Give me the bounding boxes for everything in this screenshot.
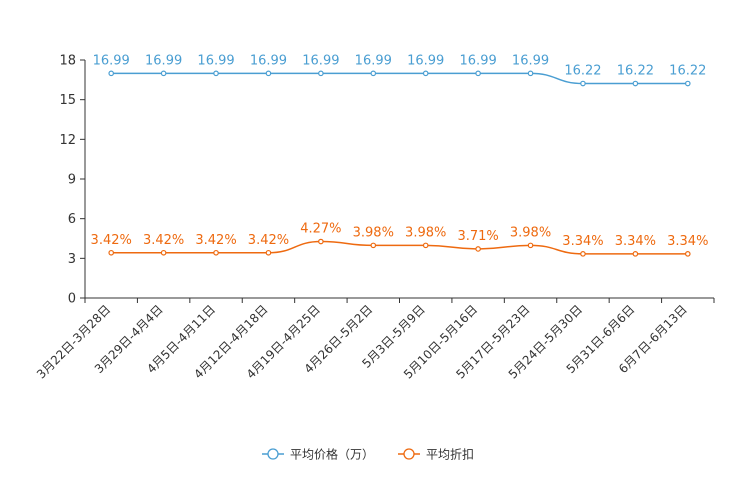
data-point[interactable]: [370, 70, 377, 77]
data-point[interactable]: [632, 251, 639, 257]
data-label: 3.71%: [457, 229, 498, 244]
data-point[interactable]: [213, 70, 219, 77]
data-point[interactable]: [213, 249, 219, 256]
data-point[interactable]: [580, 80, 586, 87]
legend[interactable]: 平均价格（万） 平均折扣: [262, 447, 474, 462]
data-point[interactable]: [160, 70, 167, 77]
data-point[interactable]: [370, 242, 377, 249]
legend-marker-icon: [267, 448, 279, 460]
data-point[interactable]: [265, 249, 272, 256]
series-layer: 16.99 16.99 16.99 16.99 16.99 16.99 16.99 16.99…: [91, 53, 708, 257]
data-label: 16.22: [617, 64, 654, 79]
legend-label: 平均价格（万）: [290, 447, 374, 462]
data-label: 16.99: [145, 53, 182, 68]
data-label: 3.34%: [667, 234, 708, 249]
y-tick-label: 12: [59, 133, 76, 148]
legend-marker-icon: [403, 448, 415, 460]
data-label: 3.98%: [510, 225, 551, 240]
data-label: 3.42%: [195, 233, 236, 248]
data-point[interactable]: [527, 70, 534, 77]
data-label: 3.34%: [562, 234, 603, 249]
data-point[interactable]: [318, 238, 324, 245]
series-line: [111, 72, 688, 85]
legend-label: 平均折扣: [426, 447, 474, 462]
data-point[interactable]: [475, 70, 481, 77]
data-point[interactable]: [684, 251, 691, 257]
y-tick-label: 15: [59, 93, 76, 108]
data-label: 3.98%: [405, 225, 446, 240]
data-label: 3.98%: [353, 225, 394, 240]
data-point[interactable]: [684, 80, 691, 87]
data-label: 16.99: [512, 53, 549, 68]
data-label: 16.99: [407, 53, 444, 68]
data-label: 4.27%: [300, 222, 341, 237]
data-label: 3.42%: [91, 233, 132, 248]
data-label: 16.99: [93, 53, 130, 68]
data-point[interactable]: [632, 80, 639, 87]
y-tick-label: 9: [68, 173, 76, 188]
y-tick-label: 0: [68, 292, 76, 307]
data-point[interactable]: [108, 249, 115, 256]
y-tick-label: 3: [68, 252, 76, 267]
data-label: 16.99: [460, 53, 497, 68]
data-label: 16.99: [302, 53, 339, 68]
data-label: 3.34%: [615, 234, 656, 249]
y-tick-label: 6: [68, 212, 76, 227]
data-point[interactable]: [265, 70, 272, 77]
legend-item-avg-discount[interactable]: 平均折扣: [398, 447, 474, 462]
data-point[interactable]: [422, 70, 429, 77]
legend-item-avg-price[interactable]: 平均价格（万）: [262, 447, 374, 462]
axes: 03691215183月22日-3月28日3月29日-4月4日4月5日-4月11…: [34, 54, 715, 382]
data-label: 16.22: [669, 64, 706, 79]
series-avg-price: 16.99 16.99 16.99 16.99 16.99 16.99 16.99 16.99…: [93, 53, 706, 87]
data-label: 16.99: [355, 53, 392, 68]
data-label: 3.42%: [248, 233, 289, 248]
data-point[interactable]: [160, 249, 167, 256]
data-point[interactable]: [108, 70, 115, 77]
series-avg-discount: 3.42% 3.42% 3.42% 3.42% 4.27% 3.98% 3.98% 3.71%…: [91, 222, 708, 257]
data-point[interactable]: [527, 242, 534, 249]
data-label: 16.99: [250, 53, 287, 68]
y-tick-label: 18: [59, 54, 76, 69]
data-label: 16.22: [564, 64, 601, 79]
series-line: [111, 240, 688, 255]
data-point[interactable]: [475, 246, 481, 252]
data-point[interactable]: [422, 242, 429, 249]
data-point[interactable]: [580, 251, 586, 257]
data-label: 16.99: [197, 53, 234, 68]
data-point[interactable]: [318, 70, 324, 77]
data-label: 3.42%: [143, 233, 184, 248]
